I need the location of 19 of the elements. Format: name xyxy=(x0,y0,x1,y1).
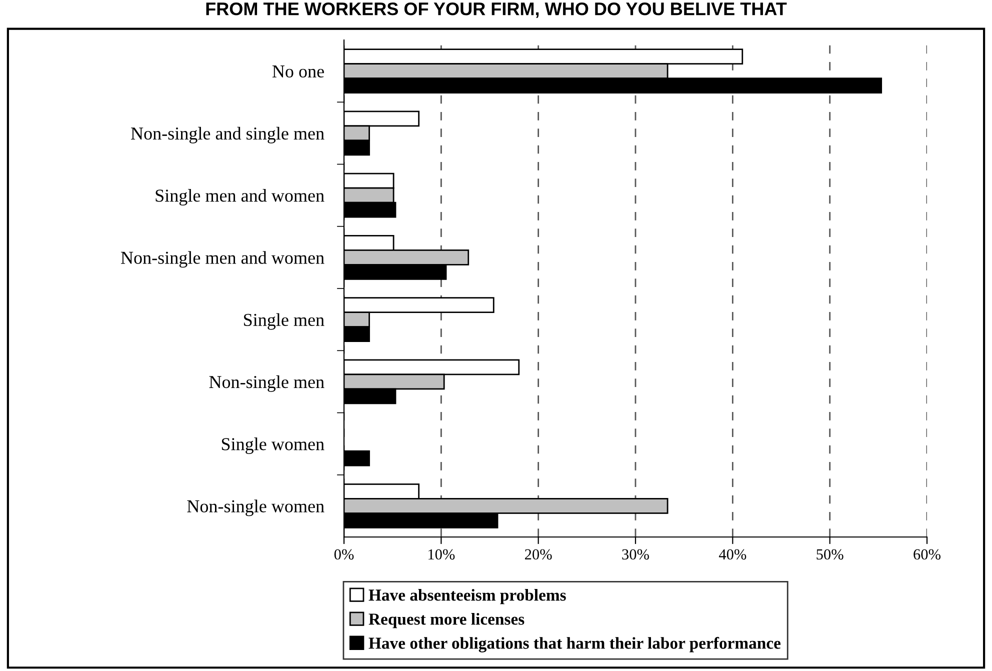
x-tick-label: 40% xyxy=(718,549,746,560)
x-tick-label: 50% xyxy=(816,549,844,560)
y-tick-label: Non-single men xyxy=(209,375,324,392)
x-tick-label: 60% xyxy=(914,549,940,560)
legend-label: Request more licenses xyxy=(368,613,524,628)
x-tick-label: 10% xyxy=(428,549,455,560)
x-tick-label: 30% xyxy=(622,549,649,560)
legend-label: Have other obligations that harm their labor performance xyxy=(368,636,781,652)
y-tick-label: Non-single women xyxy=(187,500,324,516)
y-tick-label: Single women xyxy=(222,438,324,454)
x-tick-label: 0% xyxy=(334,549,354,560)
y-tick-label: Single men xyxy=(244,313,324,330)
legend-label: Have absenteeism problems xyxy=(368,589,566,604)
y-tick-label: Single men and women xyxy=(156,189,324,206)
y-tick-label: Non-single and single men xyxy=(131,126,324,144)
y-tick-label: Non-single men and women xyxy=(120,251,324,268)
y-tick-label: No one xyxy=(272,66,324,78)
x-tick-label: 20% xyxy=(525,549,552,560)
chart-title: FROM THE WORKERS OF YOUR FIRM, WHO DO YOU BELIVE THAT xyxy=(206,2,787,18)
